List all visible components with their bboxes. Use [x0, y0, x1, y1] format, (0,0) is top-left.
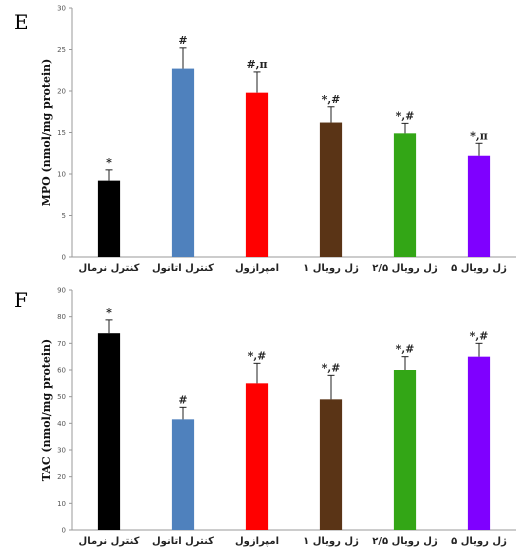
significance-label: *,# [396, 109, 415, 122]
y-tick-label: 10 [57, 171, 66, 179]
y-tick-label: 15 [57, 129, 66, 137]
y-tick-label: 20 [57, 88, 66, 96]
category-label: امپرازول [235, 536, 279, 547]
significance-label: #,π [246, 58, 267, 71]
y-tick-label: 5 [62, 212, 66, 220]
chart-panel-f: F 0 10 20 30 40 50 60 70 80 90 TAC (nmol/mg protei… [0, 280, 524, 558]
significance-label: *,# [470, 329, 489, 342]
significance-label: # [178, 34, 187, 47]
bar [319, 122, 343, 257]
significance-label: # [178, 393, 187, 406]
category-label: امپرازول [235, 263, 279, 274]
y-axis-label: TAC (nmol/mg protein) [40, 339, 53, 482]
category-label: ژل رویال ۱ [303, 263, 359, 274]
bar [319, 399, 343, 530]
y-tick-label: 25 [57, 46, 66, 54]
y-tick-label: 10 [57, 500, 66, 508]
y-tick-label: 30 [57, 5, 66, 13]
category-label: ژل رویال ۵ [451, 263, 507, 274]
y-tick-label: 0 [62, 527, 66, 535]
y-tick-label: 90 [57, 287, 66, 295]
significance-label: *,# [248, 349, 267, 362]
y-tick-label: 70 [57, 340, 66, 348]
y-tick-label: 40 [57, 420, 66, 428]
significance-label: *,π [470, 129, 488, 142]
category-label: ژل رویال ۲/۵ [372, 263, 438, 274]
bar [171, 419, 195, 530]
bar [97, 333, 121, 530]
bar [171, 68, 195, 257]
significance-label: *,# [396, 343, 415, 356]
category-label: ژل رویال ۱ [303, 536, 359, 547]
y-tick-label: 30 [57, 447, 66, 455]
panel-letter-f: F [14, 288, 28, 312]
bar [97, 180, 121, 257]
significance-label: * [106, 156, 112, 169]
y-tick-label: 20 [57, 473, 66, 481]
bar [245, 383, 269, 530]
panel-letter-e: E [14, 10, 29, 34]
significance-label: * [106, 306, 112, 319]
bar [467, 356, 491, 530]
bar [393, 370, 417, 530]
y-tick-label: 60 [57, 367, 66, 375]
tac-bar-chart: 0 10 20 30 40 50 60 70 80 90 TAC (nmol/mg protein)… [40, 287, 516, 547]
significance-label: *,# [322, 93, 341, 106]
category-label: کنترل نرمال [79, 263, 140, 274]
category-label: ژل رویال ۲/۵ [372, 536, 438, 547]
y-tick-label: 80 [57, 313, 66, 321]
category-label: کنترل نرمال [79, 536, 140, 547]
mpo-bar-chart: 0 5 10 15 20 25 30 MPO (nmol/mg protein) * کنترل … [40, 5, 516, 274]
category-label: کنترل اتانول [152, 263, 214, 274]
significance-label: *,# [322, 361, 341, 374]
y-axis-label: MPO (nmol/mg protein) [40, 59, 53, 207]
bar [393, 133, 417, 257]
y-tick-label: 50 [57, 393, 66, 401]
category-label: ژل رویال ۵ [451, 536, 507, 547]
chart-panel-e: E 0 5 10 15 20 25 30 MPO (nmol/mg protein) * کنتر… [14, 5, 516, 274]
y-tick-label: 0 [62, 254, 66, 262]
bar [245, 92, 269, 257]
category-label: کنترل اتانول [152, 536, 214, 547]
bar [467, 155, 491, 257]
